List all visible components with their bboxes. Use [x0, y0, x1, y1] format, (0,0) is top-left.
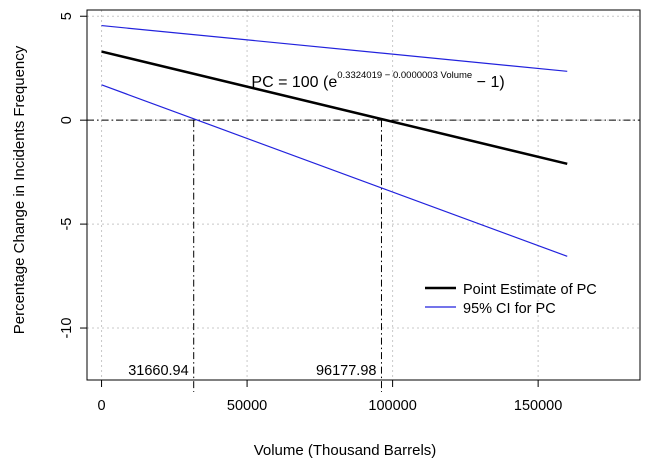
- plot-frame: [86, 9, 641, 381]
- x-tick-label-2: 100000: [368, 398, 416, 414]
- y-axis: 5 0 -5 -10: [59, 12, 87, 339]
- marker-labels: 31660.94 96177.98: [128, 363, 376, 379]
- y-tick-label-1: 0: [59, 116, 75, 124]
- y-tick-label-0: 5: [59, 12, 75, 20]
- legend: Point Estimate of PC 95% CI for PC: [425, 282, 597, 317]
- x-axis-title: Volume (Thousand Barrels): [254, 442, 437, 459]
- y-tick-label-2: -5: [59, 218, 75, 231]
- y-tick-label-3: -10: [59, 318, 75, 339]
- grid: [87, 10, 640, 380]
- formula-exponent: 0.3324019 − 0.0000003 Volume: [337, 70, 472, 81]
- series-line-point-estimate: [101, 50, 568, 166]
- legend-label-point-estimate: Point Estimate of PC: [463, 282, 597, 298]
- x-tick-label-3: 150000: [514, 398, 562, 414]
- x-tick-label-0: 0: [98, 398, 106, 414]
- formula-lhs: PC = 100 (e: [251, 74, 337, 91]
- x-tick-label-1: 50000: [227, 398, 267, 414]
- series-line-ci-2: [101, 84, 568, 257]
- series-line-ci-1: [101, 24, 568, 72]
- formula-rhs: − 1): [472, 74, 504, 91]
- series-lines: [101, 24, 568, 257]
- marker-label-0: 31660.94: [128, 363, 188, 379]
- legend-label-ci: 95% CI for PC: [463, 301, 556, 317]
- marker-lines: [193, 120, 382, 392]
- marker-label-1: 96177.98: [316, 363, 376, 379]
- y-axis-title: Percentage Change in Incidents Frequency: [11, 45, 28, 334]
- formula-annotation: PC = 100 (e0.3324019 − 0.0000003 Volume …: [251, 70, 504, 91]
- x-axis: 0 50000 100000 150000: [98, 380, 562, 414]
